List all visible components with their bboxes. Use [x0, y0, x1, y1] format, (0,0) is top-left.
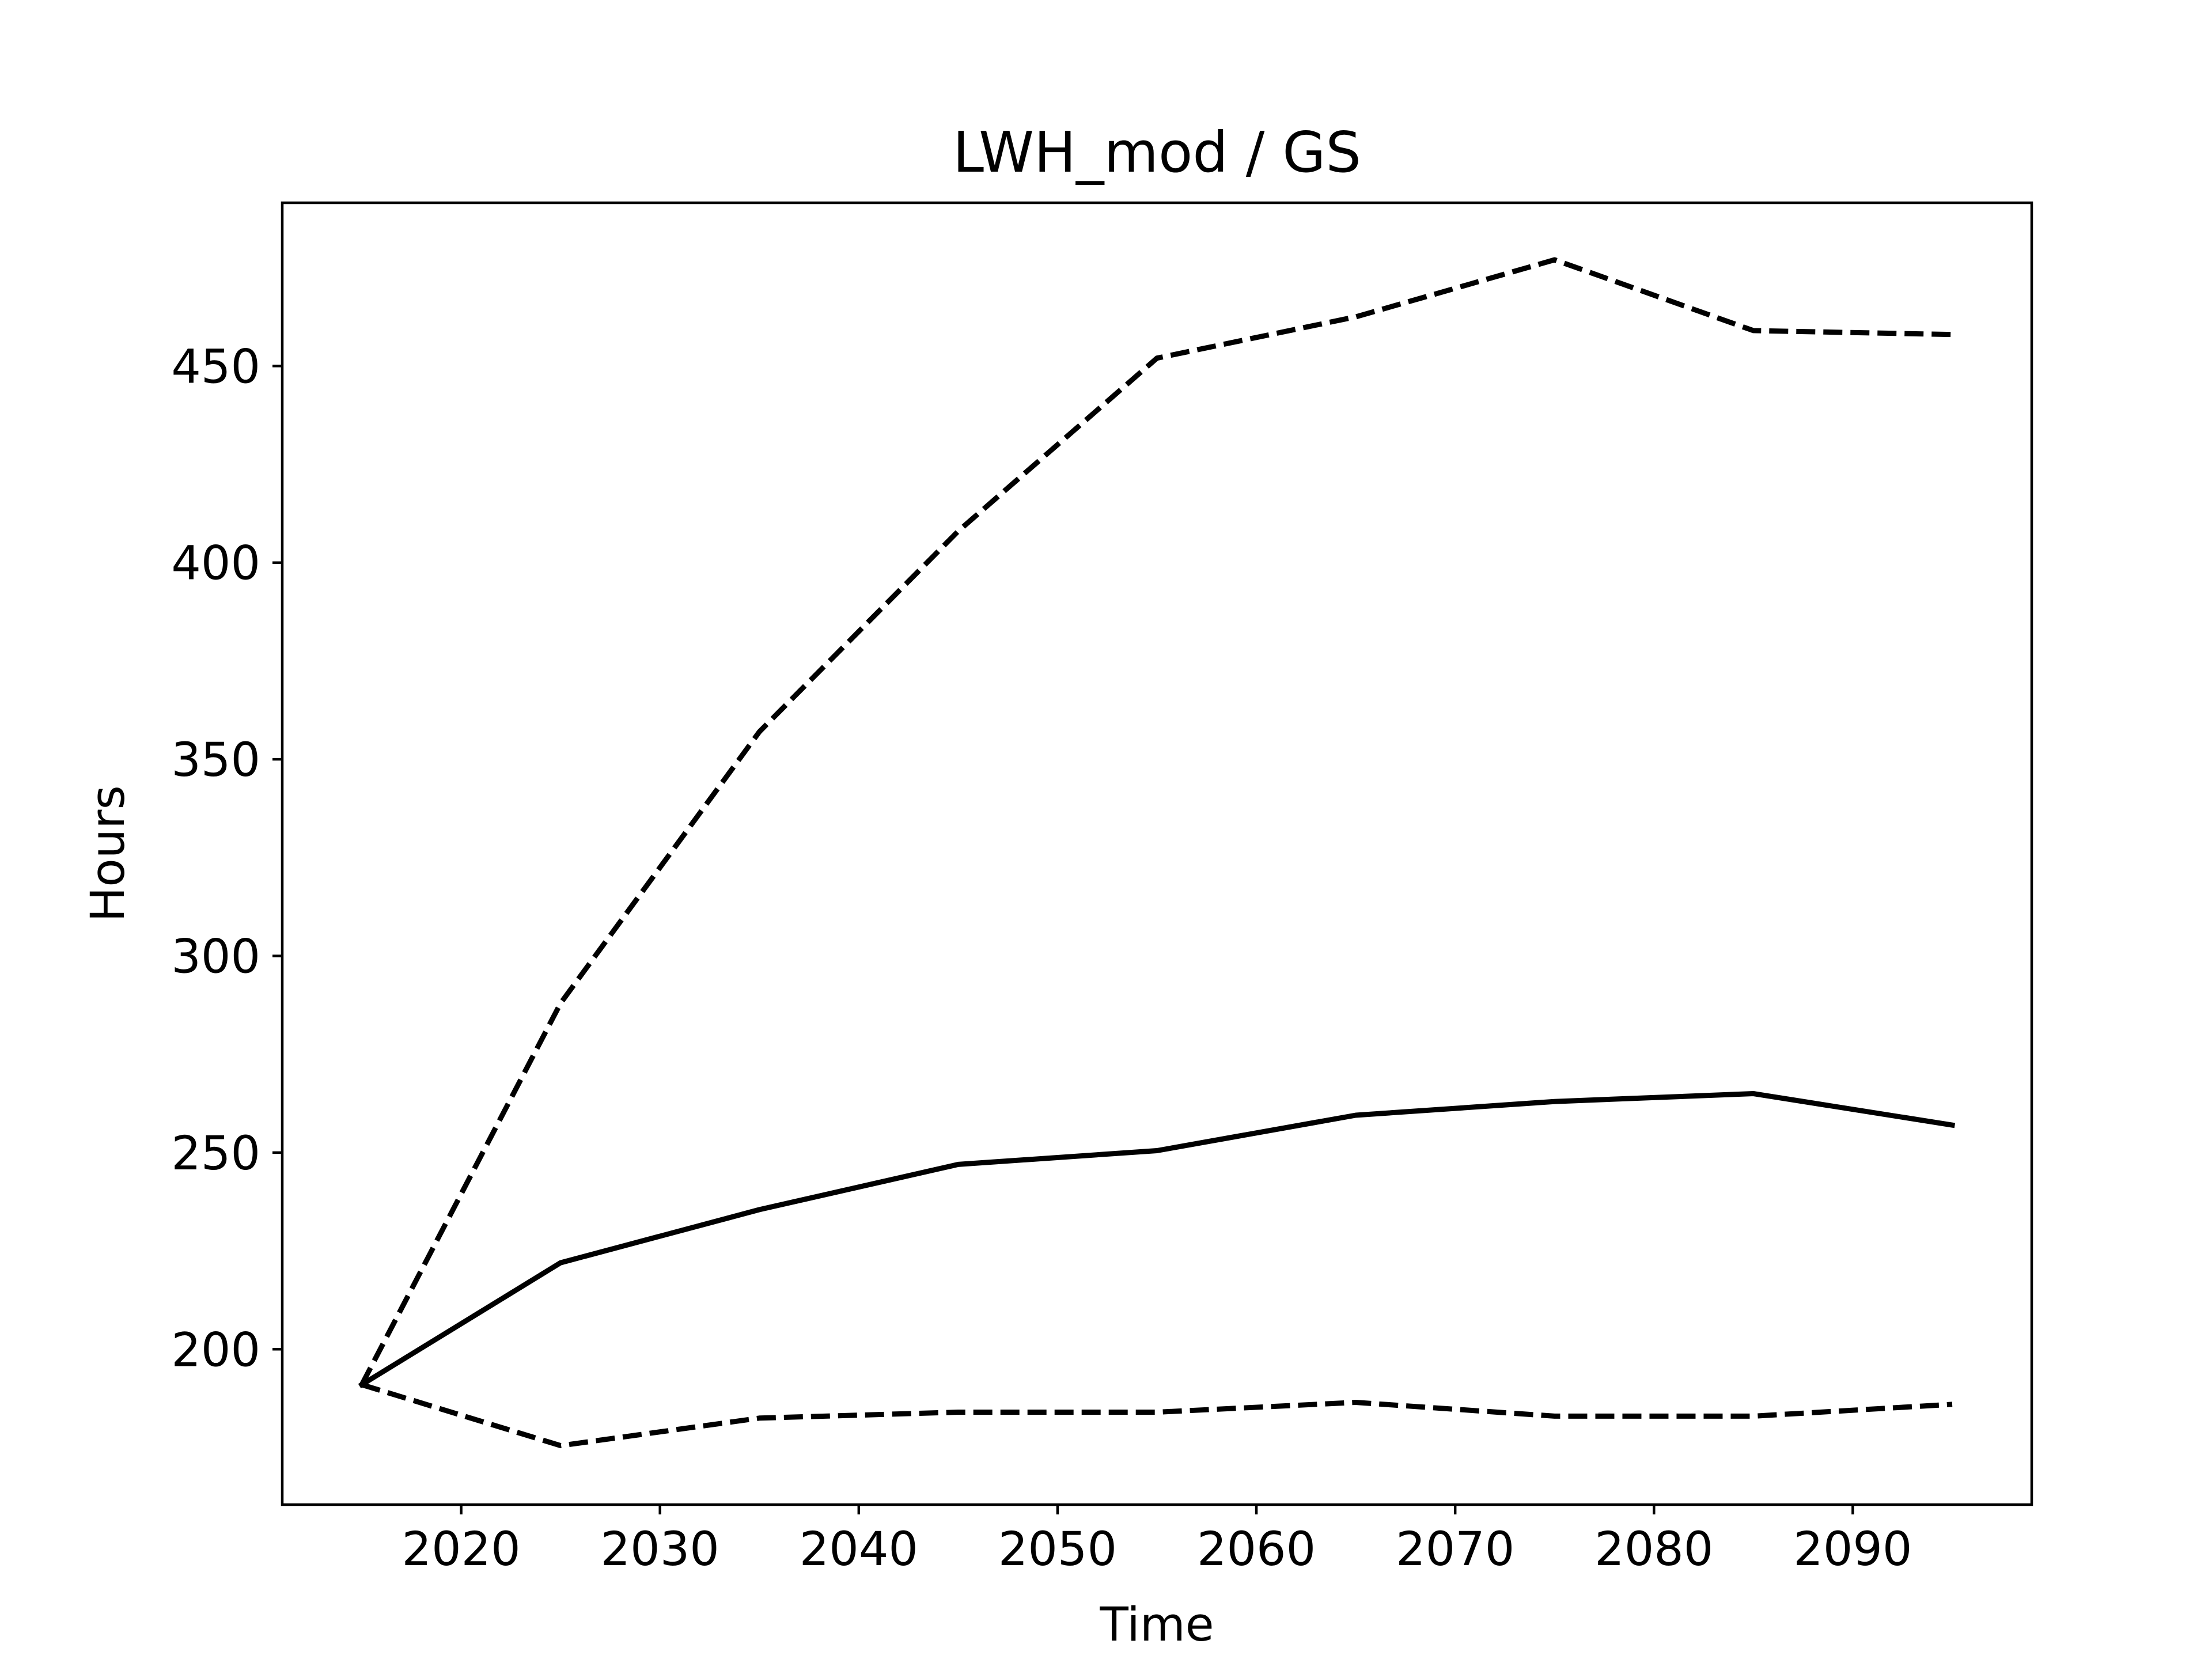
x-tick-label: 2050 — [998, 1522, 1117, 1577]
y-axis: 200 250 300 350 400 450 — [171, 340, 282, 1377]
y-tick-label: 400 — [171, 537, 260, 591]
y-tick-label: 200 — [171, 1323, 260, 1377]
x-tick-label: 2090 — [1793, 1522, 1912, 1577]
x-tick-label: 2030 — [601, 1522, 719, 1577]
plot-area-frame — [281, 201, 2033, 1506]
series-line-2-dashed — [359, 257, 1953, 1386]
y-tick-label: 300 — [171, 930, 260, 984]
x-tick-label: 2060 — [1197, 1522, 1316, 1577]
x-axis-title: Time — [1099, 1598, 1214, 1652]
x-tick-label: 2020 — [402, 1522, 521, 1577]
x-tick-label: 2080 — [1594, 1522, 1713, 1577]
x-axis: 2020 2030 2040 2050 2060 2070 2080 2090 — [402, 1505, 1912, 1577]
x-tick-label: 2040 — [800, 1522, 918, 1577]
x-tick-label: 2070 — [1396, 1522, 1514, 1577]
chart-title: LWH_mod / GS — [953, 120, 1361, 185]
y-tick-label: 350 — [171, 733, 260, 787]
series-line-1-solid — [358, 1091, 1956, 1388]
y-axis-title: Hours — [81, 785, 135, 922]
series-layer — [358, 257, 1956, 1449]
y-tick-label: 450 — [171, 340, 260, 394]
series-line-3-dashed — [361, 1382, 1953, 1449]
y-tick-label: 250 — [171, 1127, 260, 1181]
